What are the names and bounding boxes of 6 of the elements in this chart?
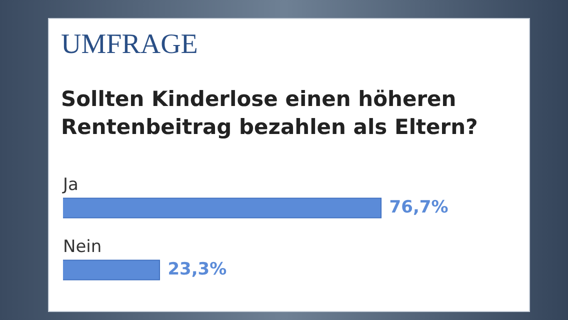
data-label: 76,7% [389, 197, 448, 218]
y-tick-label: Ja [62, 174, 78, 195]
chart-title: UMFRAGE [61, 29, 198, 61]
data-label: 23,3% [168, 259, 227, 280]
y-tick-label: Nein [63, 236, 102, 257]
chart-subtitle: Sollten Kinderlose einen höheren Rentenbeitrag bezahlen als Eltern? [61, 86, 479, 141]
